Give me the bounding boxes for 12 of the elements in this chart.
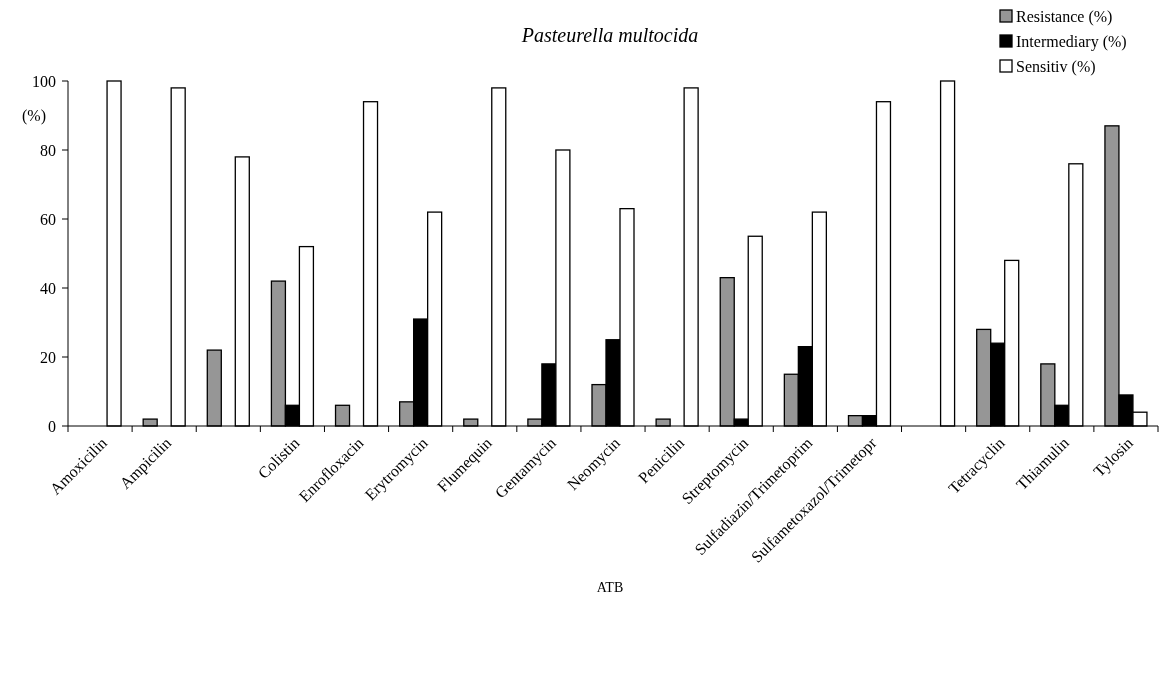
y-tick-label: 0 xyxy=(48,417,56,435)
y-tick-label: 20 xyxy=(40,348,56,366)
x-axis-title: ATB xyxy=(596,580,624,595)
y-tick-label: 100 xyxy=(32,72,56,90)
y-tick-label: 60 xyxy=(40,210,56,228)
y-tick-label: 40 xyxy=(40,279,56,297)
legend-label: Sensitiv (%) xyxy=(1016,57,1096,76)
y-tick-label: 80 xyxy=(40,141,56,159)
chart-title: Pasteurella multocida xyxy=(520,24,699,46)
legend-label: Resistance (%) xyxy=(1016,7,1113,26)
legend-label: Intermediary (%) xyxy=(1016,32,1127,51)
y-axis-title: (%) xyxy=(22,107,46,125)
